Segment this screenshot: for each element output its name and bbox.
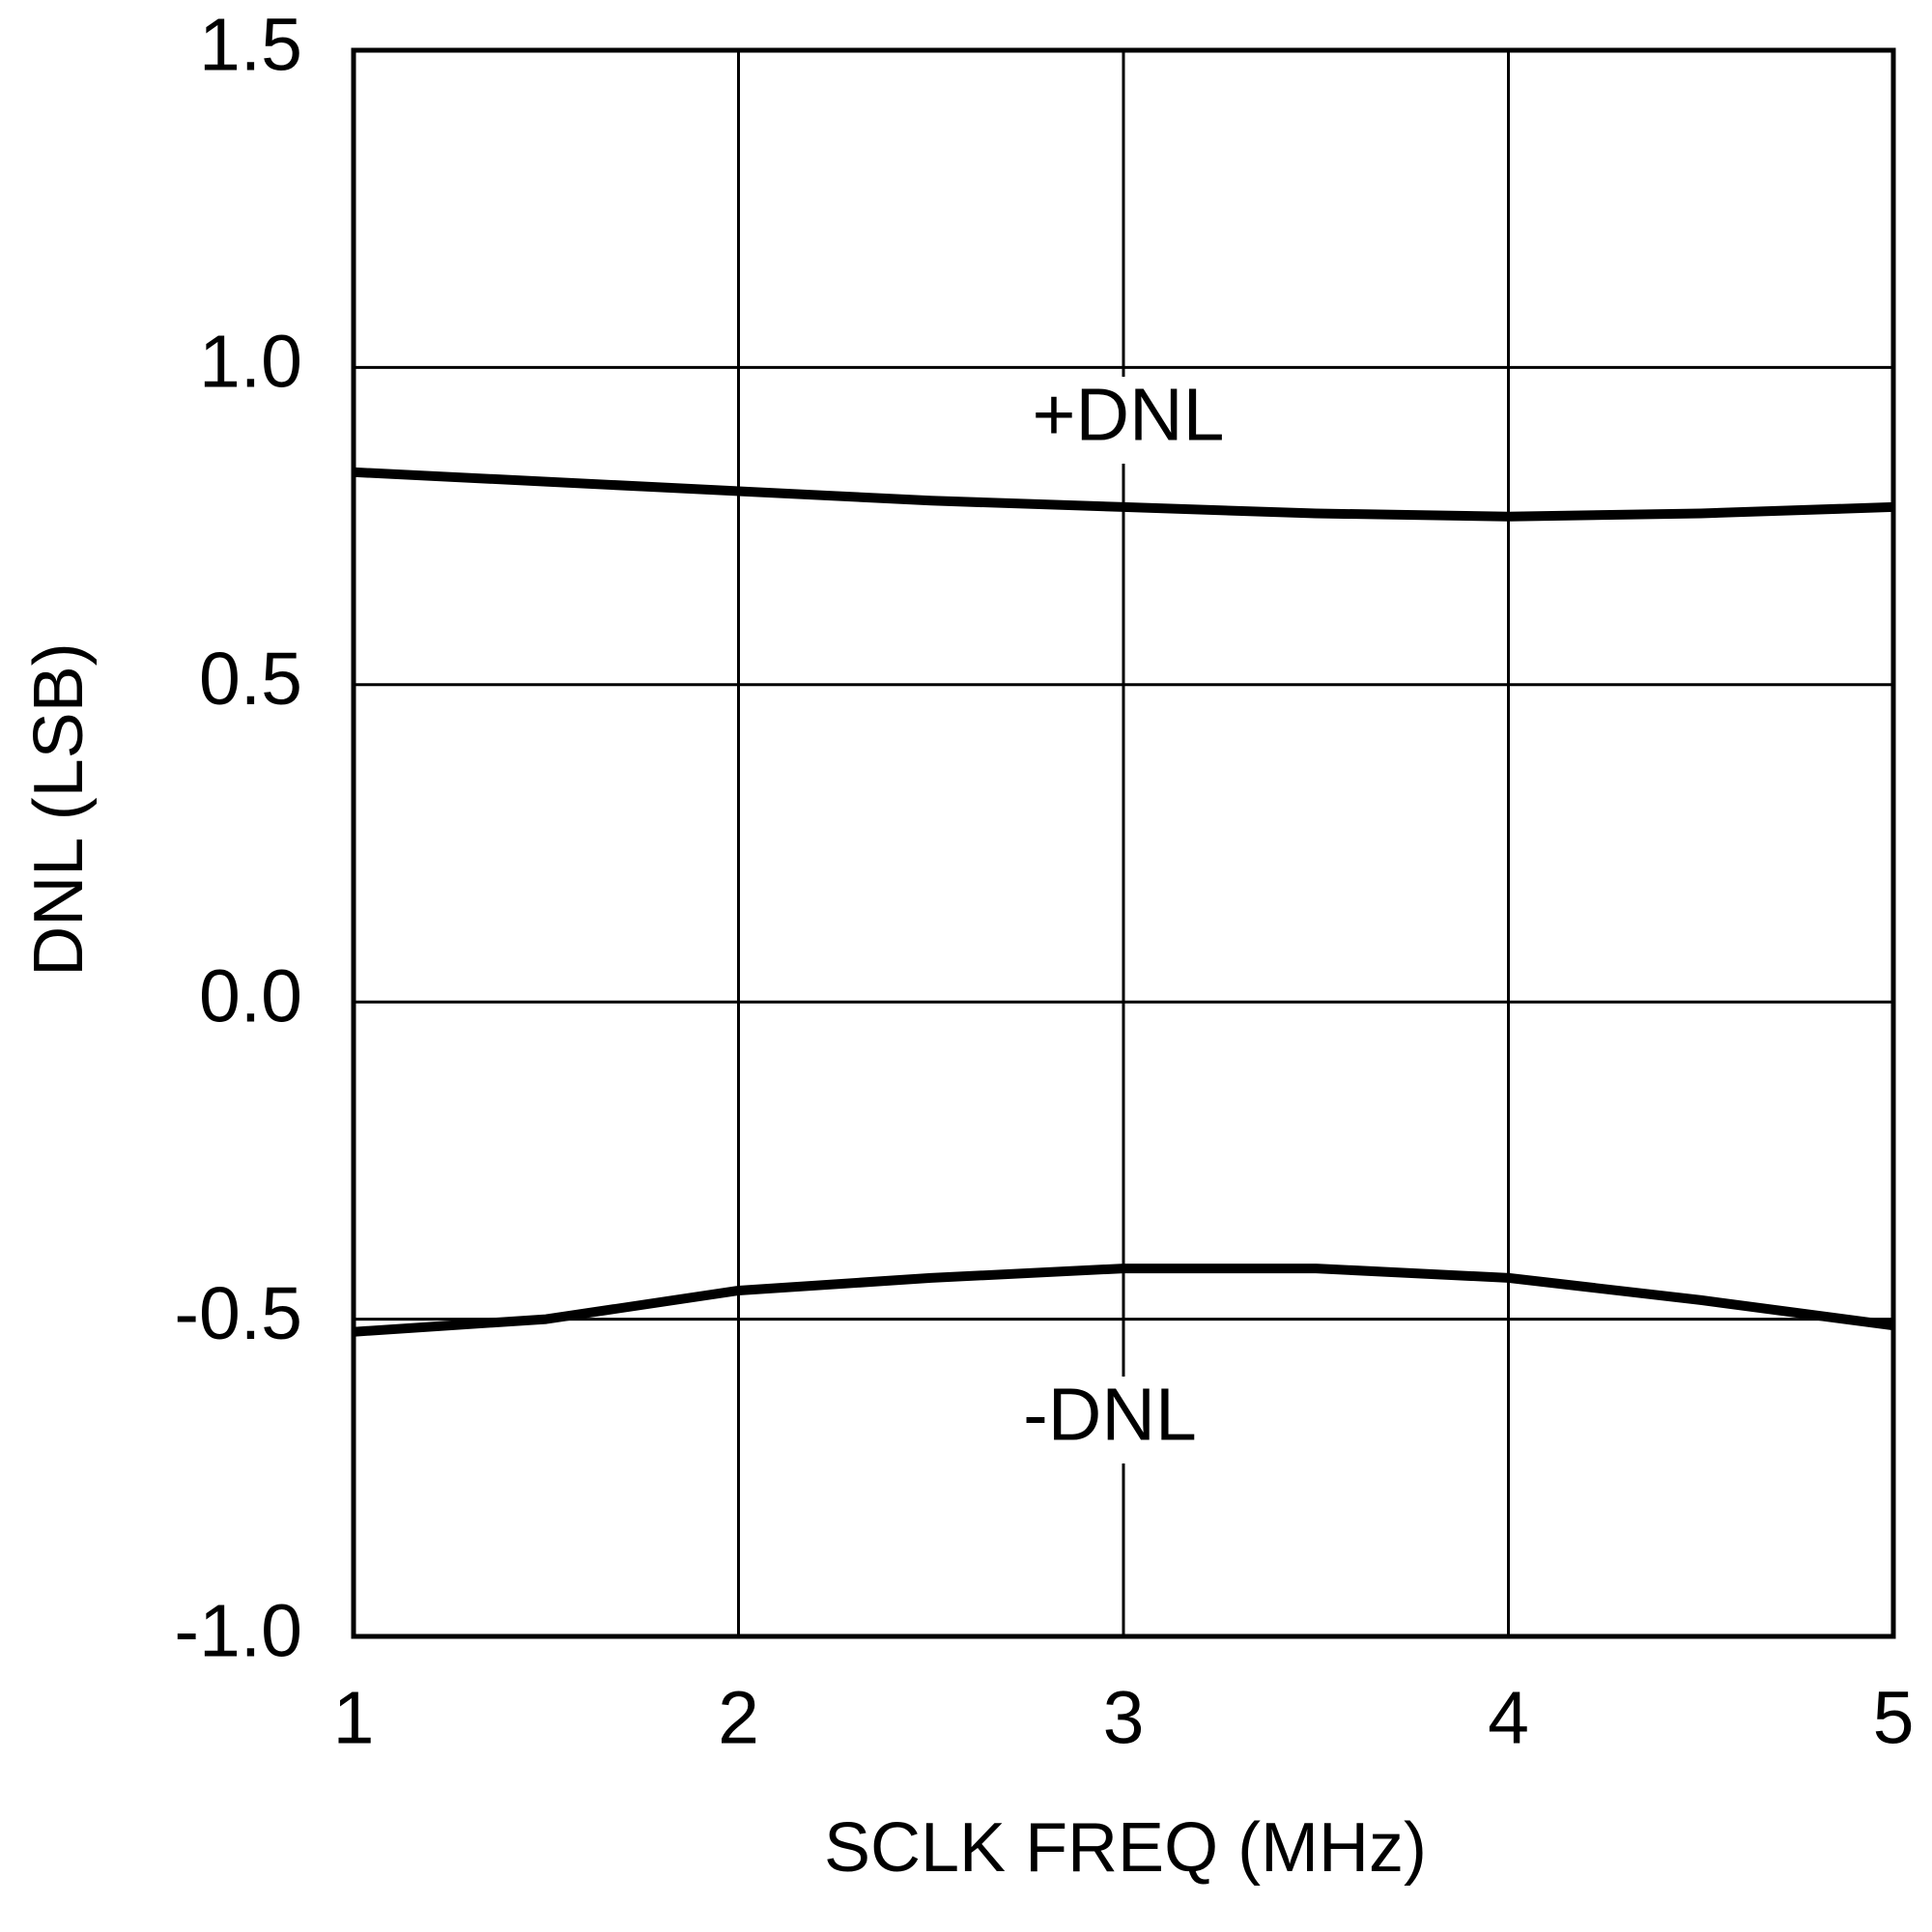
x-tick-label: 3 [1103, 1676, 1145, 1759]
x-axis-title: SCLK FREQ (MHz) [824, 1809, 1427, 1887]
x-tick-label: 5 [1873, 1676, 1915, 1759]
series-label: +DNL [1032, 373, 1224, 456]
data-line [353, 467, 1894, 522]
y-tick-label: 1.5 [199, 3, 302, 86]
y-axis-title: DNL (LSB) [20, 642, 98, 976]
y-tick-label: 0.5 [199, 638, 302, 721]
plot-frame [351, 47, 1896, 1639]
label-background [994, 1377, 1226, 1463]
label-background [1012, 377, 1244, 464]
y-tick-label: -0.5 [174, 1272, 302, 1355]
x-tick-label: 4 [1488, 1676, 1529, 1759]
x-tick-label: 2 [718, 1676, 759, 1759]
y-tick-label: -1.0 [174, 1589, 302, 1672]
series-label: -DNL [1023, 1373, 1197, 1456]
data-line [353, 1264, 1894, 1337]
x-tick-label: 1 [333, 1676, 375, 1759]
y-tick-label: 1.0 [199, 321, 302, 404]
y-tick-label: 0.0 [199, 955, 302, 1038]
